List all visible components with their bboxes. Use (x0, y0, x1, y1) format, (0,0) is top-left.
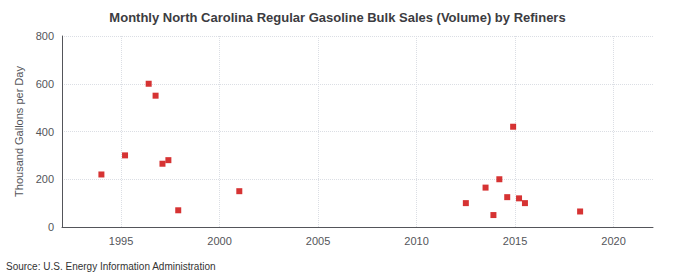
svg-text:Monthly North Carolina Regular: Monthly North Carolina Regular Gasoline … (109, 10, 565, 25)
svg-text:2015: 2015 (503, 235, 527, 247)
svg-text:400: 400 (36, 126, 54, 138)
svg-text:0: 0 (48, 221, 54, 233)
svg-text:200: 200 (36, 173, 54, 185)
svg-text:Thousand Gallons per Day: Thousand Gallons per Day (13, 66, 25, 197)
svg-text:600: 600 (36, 78, 54, 90)
svg-text:Source: U.S. Energy Informatio: Source: U.S. Energy Information Administ… (6, 261, 216, 272)
svg-text:800: 800 (36, 30, 54, 42)
svg-text:1995: 1995 (109, 235, 133, 247)
svg-text:2005: 2005 (306, 235, 330, 247)
svg-text:2000: 2000 (207, 235, 231, 247)
svg-text:2020: 2020 (601, 235, 625, 247)
svg-text:2010: 2010 (404, 235, 428, 247)
